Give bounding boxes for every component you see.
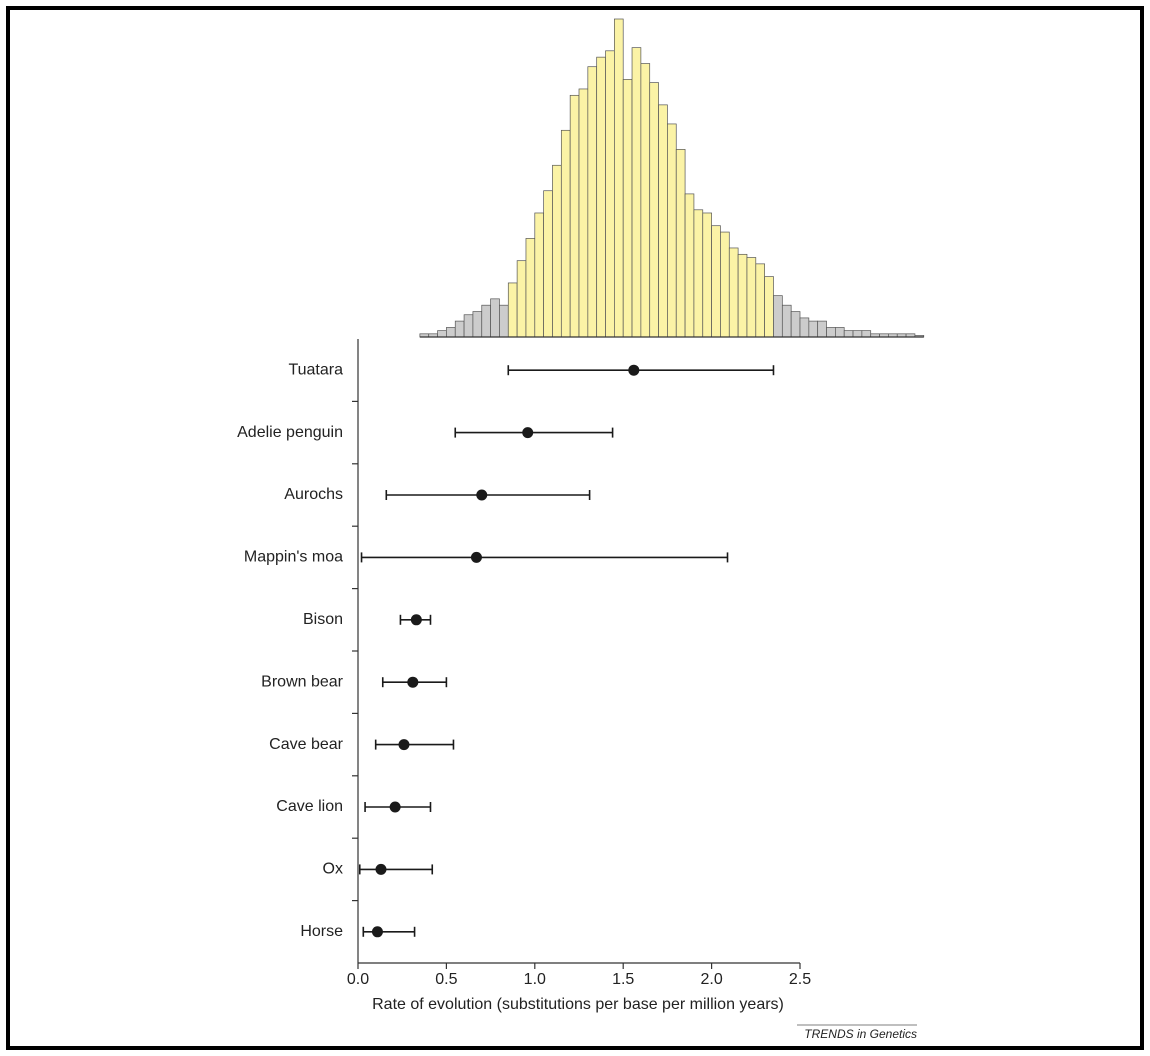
histogram-bar — [684, 193, 695, 338]
histogram-bar — [843, 330, 854, 338]
x-tick-label: 0.0 — [347, 971, 369, 988]
histogram-bar — [808, 320, 819, 338]
category-label: Ox — [323, 861, 343, 878]
source: TRENDS in Genetics — [804, 1027, 917, 1041]
histogram-bar — [631, 47, 642, 338]
histogram-bar — [755, 263, 765, 338]
histogram-bar — [516, 260, 527, 338]
histogram-bar — [675, 149, 686, 338]
histogram-bar — [481, 304, 491, 338]
category-label: Horse — [300, 923, 343, 940]
histogram-bar — [737, 253, 748, 338]
histogram-bar — [614, 18, 624, 338]
category-label: Tuatara — [288, 361, 343, 378]
histogram-bar — [437, 330, 447, 338]
histogram-bar — [534, 212, 544, 338]
x-tick-label: 1.0 — [524, 971, 546, 988]
point — [628, 364, 640, 376]
x-tick-label: 2.5 — [789, 971, 811, 988]
histogram-bar — [587, 66, 598, 338]
category-label: Cave lion — [276, 798, 343, 815]
histogram-bar — [640, 63, 651, 338]
histogram-bar — [578, 88, 589, 338]
x-axis-label: Rate of evolution (substitutions per bas… — [372, 996, 784, 1013]
point — [371, 926, 383, 938]
histogram-bar — [463, 314, 474, 338]
histogram-bar — [852, 330, 863, 338]
histogram-bar — [649, 82, 659, 338]
histogram-bar — [790, 311, 801, 338]
histogram-bar — [835, 327, 845, 338]
category-label: Mappin's moa — [244, 549, 343, 566]
category-label: Bison — [303, 611, 343, 628]
histogram-bar — [817, 320, 827, 338]
x-tick-label: 0.5 — [435, 971, 457, 988]
histogram-bar — [728, 247, 739, 338]
histogram-bar — [861, 330, 872, 338]
category-label: Brown bear — [261, 673, 343, 690]
histogram-bar — [560, 129, 571, 338]
histogram-bar — [693, 209, 704, 338]
histogram-bar — [543, 190, 553, 338]
histogram-bar — [764, 276, 774, 338]
point — [407, 676, 419, 688]
histogram-bar — [446, 327, 456, 338]
histogram-bar — [773, 295, 783, 338]
histogram-bar — [781, 304, 792, 338]
histogram-bar — [720, 231, 730, 338]
category-label: Cave bear — [269, 736, 343, 753]
histogram-bar — [499, 304, 509, 338]
histogram-bar — [826, 327, 836, 338]
point — [410, 614, 422, 626]
point — [522, 427, 534, 439]
histogram-bar — [746, 257, 757, 338]
point — [389, 801, 401, 813]
point — [476, 489, 488, 501]
histogram-bar — [799, 317, 810, 338]
category-label: Adelie penguin — [237, 424, 343, 441]
histogram-bar — [490, 298, 500, 338]
histogram-bar — [454, 320, 465, 338]
x-tick-label: 2.0 — [700, 971, 722, 988]
histogram-bar — [507, 282, 518, 338]
histogram-bar — [702, 212, 712, 338]
histogram-bar — [605, 50, 615, 338]
histogram-bar — [596, 56, 606, 338]
histogram-bar — [711, 225, 721, 338]
category-label: Aurochs — [284, 486, 343, 503]
point — [470, 551, 482, 563]
histogram-bar — [552, 164, 562, 338]
x-tick-label: 1.5 — [612, 971, 634, 988]
point — [375, 863, 387, 875]
histogram-bar — [525, 238, 536, 338]
point — [398, 739, 410, 751]
histogram-bar — [658, 104, 668, 338]
histogram-bar — [667, 123, 677, 338]
histogram-bar — [569, 94, 580, 338]
histogram-bar — [472, 311, 483, 338]
frame — [6, 6, 1144, 1050]
histogram-bar — [622, 79, 633, 338]
